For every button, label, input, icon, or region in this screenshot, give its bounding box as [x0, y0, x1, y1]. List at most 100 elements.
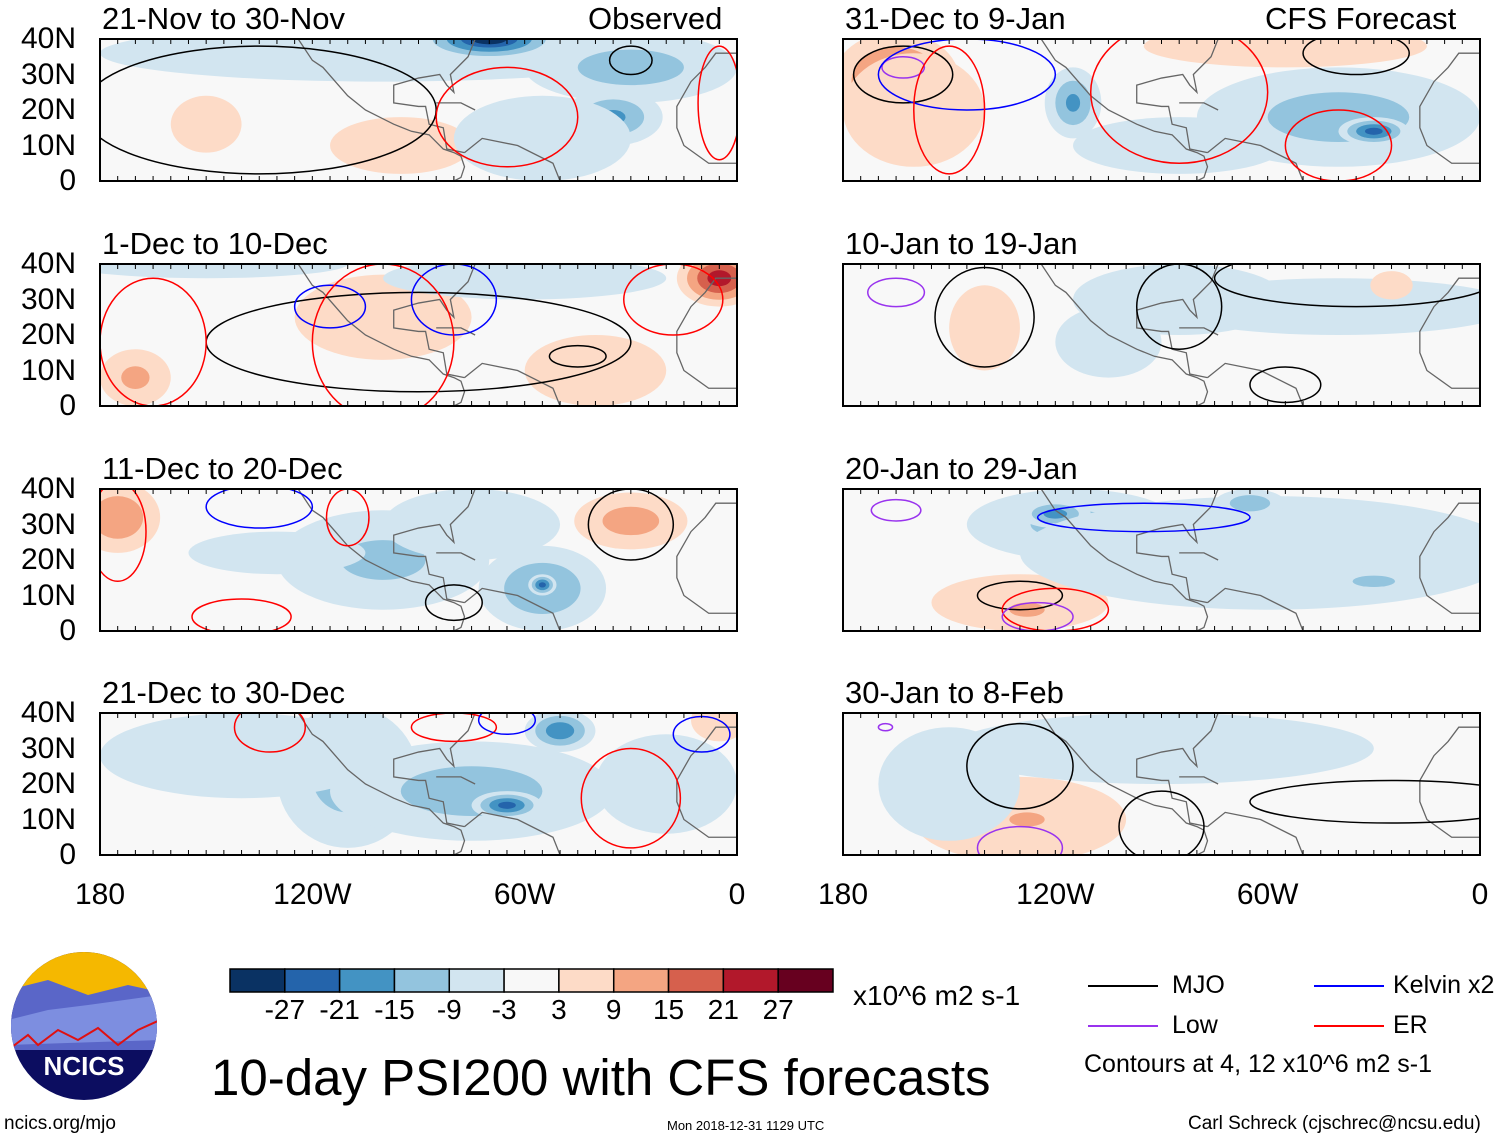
anomaly-shading	[330, 117, 472, 174]
coastline	[676, 52, 737, 164]
coastline	[393, 39, 476, 154]
coastline	[464, 362, 561, 406]
coastline	[1136, 39, 1219, 154]
legend-kelvin: Kelvin x2	[1393, 971, 1495, 999]
colorbar-swatch	[338, 968, 396, 993]
anomaly-shading	[498, 801, 516, 809]
anomaly-shading	[1073, 117, 1286, 174]
panel-title: 20-Jan to 29-Jan	[845, 451, 1078, 486]
x-tick-label: 0	[1471, 878, 1489, 911]
mjo-contour	[548, 344, 607, 368]
map-panel	[842, 712, 1481, 856]
coastline	[1040, 39, 1209, 181]
anomaly-shading	[1370, 271, 1413, 300]
coastline	[1179, 552, 1219, 561]
er-contour	[697, 45, 737, 161]
anomaly-shading	[100, 496, 144, 539]
anomaly-shading	[453, 95, 631, 181]
anomaly-shading	[121, 366, 150, 389]
mjo-line-swatch	[1088, 985, 1158, 987]
colorbar-swatch	[612, 968, 670, 993]
anomaly-shading	[691, 713, 737, 742]
anomaly-shading	[1364, 127, 1383, 135]
low-contour	[867, 277, 926, 308]
mjo-contour	[587, 489, 675, 561]
coastline	[1207, 587, 1304, 631]
colorbar-swatch	[558, 968, 615, 993]
legend-low: Low	[1172, 1011, 1218, 1039]
coastline	[1179, 776, 1219, 785]
coastline	[1419, 502, 1480, 614]
coastline	[464, 587, 561, 631]
svg-text:NCICS: NCICS	[44, 1051, 125, 1081]
y-tick-label: 20N	[20, 767, 76, 800]
mjo-contour	[1118, 790, 1205, 855]
anomaly-shading	[595, 734, 737, 834]
coastline	[1136, 713, 1219, 828]
x-tick-label: 60W	[1236, 878, 1299, 911]
legend-mjo: MJO	[1172, 971, 1225, 999]
y-tick-label: 10N	[20, 128, 76, 162]
coastline	[1419, 52, 1480, 164]
anomaly-shading	[545, 722, 575, 740]
er-contour	[580, 747, 682, 849]
kelvin-contour	[877, 39, 1057, 111]
observed-header: Observed	[588, 1, 723, 36]
coastline	[1040, 264, 1209, 406]
legend: MJO Kelvin x2 Low ER Contours at 4, 12 x…	[1084, 970, 1508, 1080]
coastline	[1207, 811, 1304, 855]
colorbar-swatch	[448, 968, 505, 993]
panel-title: 11-Dec to 20-Dec	[102, 451, 343, 486]
colorbar-swatch	[284, 968, 341, 993]
y-tick-label: 10N	[20, 578, 76, 612]
er-contour	[1089, 39, 1269, 164]
anomaly-shading	[1229, 495, 1271, 512]
anomaly-shading	[1065, 94, 1081, 112]
anomaly-shading	[949, 285, 1020, 371]
coastline	[436, 776, 476, 785]
coastline	[1419, 277, 1480, 389]
x-tick-label: 180	[817, 878, 869, 911]
coastline	[464, 137, 561, 181]
x-tick-label: 120W	[273, 878, 352, 911]
y-tick-label: 30N	[20, 507, 76, 541]
map-panel	[99, 488, 738, 632]
colorbar-swatch	[777, 968, 834, 993]
anomaly-shading	[100, 264, 348, 279]
anomaly-shading	[100, 713, 384, 799]
mjo-contour	[1249, 779, 1480, 824]
contour-note: Contours at 4, 12 x10^6 m2 s-1	[1084, 1050, 1433, 1078]
anomaly-shading	[383, 264, 667, 300]
er-contour	[623, 264, 724, 336]
mjo-contour	[966, 722, 1074, 810]
map-panel	[99, 38, 738, 182]
map-panel	[842, 38, 1481, 182]
coastline	[1207, 362, 1304, 406]
coastline	[393, 713, 476, 828]
er-contour	[435, 66, 579, 168]
colorbar-swatch	[503, 968, 560, 993]
er-contour	[410, 713, 498, 743]
colorbar-swatch	[393, 968, 451, 993]
y-tick-label: 10N	[20, 353, 76, 387]
colorbar-swatch	[722, 968, 779, 993]
map-panel	[842, 263, 1481, 407]
coastline	[1040, 489, 1209, 631]
er-contour	[311, 264, 455, 406]
er-line-swatch	[1314, 1025, 1384, 1027]
panel-title: 1-Dec to 10-Dec	[102, 226, 328, 261]
colorbar-tick-label: 9	[605, 994, 622, 1025]
kelvin-contour	[477, 713, 537, 736]
x-tick-label: 120W	[1016, 878, 1095, 911]
website-link[interactable]: ncics.org/mjo	[4, 1113, 116, 1134]
colorbar-tick-label: -21	[319, 994, 360, 1025]
kelvin-contour	[293, 284, 367, 329]
y-tick-label: 20N	[20, 93, 76, 126]
colorbar-tick-label: -3	[491, 994, 517, 1025]
coastline	[676, 277, 737, 389]
kelvin-contour	[1036, 502, 1251, 533]
anomaly-shading	[1352, 575, 1396, 587]
coastline	[676, 502, 737, 614]
er-contour	[1284, 109, 1393, 181]
er-contour	[325, 489, 370, 547]
